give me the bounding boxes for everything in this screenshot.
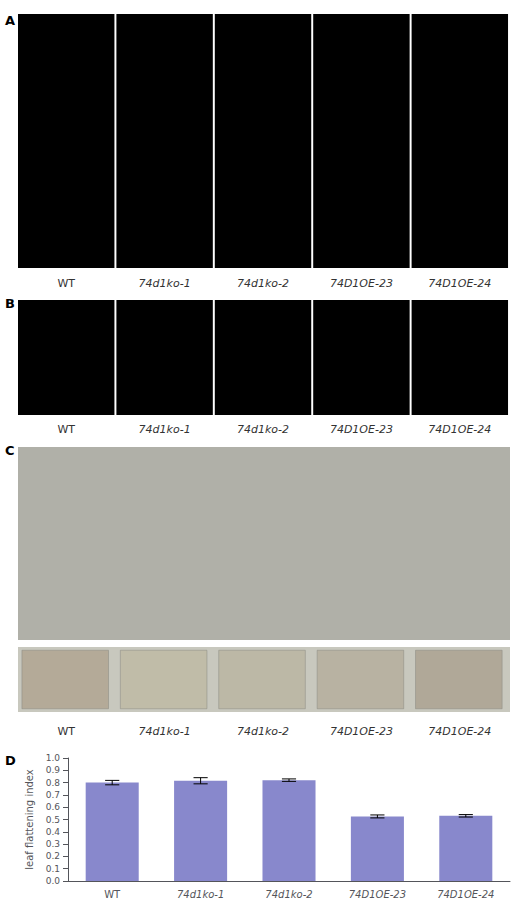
svg-text:74D1OE-23: 74D1OE-23 (349, 889, 406, 900)
svg-text:74d1ko-1: 74d1ko-1 (139, 277, 191, 290)
svg-text:0.1: 0.1 (46, 864, 60, 874)
svg-text:WT: WT (57, 277, 75, 290)
svg-text:B: B (5, 296, 15, 311)
svg-text:WT: WT (57, 423, 75, 436)
svg-text:0.6: 0.6 (46, 802, 61, 812)
svg-text:74D1OE-23: 74D1OE-23 (330, 277, 393, 290)
svg-text:74D1OE-24: 74D1OE-24 (428, 277, 491, 290)
svg-text:0.5: 0.5 (46, 815, 60, 825)
svg-text:74d1ko-1: 74d1ko-1 (177, 889, 224, 900)
svg-text:C: C (5, 443, 15, 458)
svg-text:0.9: 0.9 (46, 765, 61, 775)
svg-text:74d1ko-2: 74d1ko-2 (237, 423, 289, 436)
svg-text:leaf flattening index: leaf flattening index (24, 769, 35, 870)
svg-text:74D1OE-24: 74D1OE-24 (437, 889, 494, 900)
svg-text:74d1ko-1: 74d1ko-1 (139, 423, 191, 436)
svg-text:WT: WT (57, 725, 75, 738)
svg-text:0.7: 0.7 (46, 790, 60, 800)
svg-text:WT: WT (104, 889, 121, 900)
svg-text:0.2: 0.2 (46, 851, 60, 861)
svg-text:74D1OE-23: 74D1OE-23 (330, 725, 393, 738)
svg-text:74D1OE-24: 74D1OE-24 (428, 725, 491, 738)
svg-text:0.3: 0.3 (46, 839, 60, 849)
svg-text:1.0: 1.0 (46, 753, 61, 763)
svg-text:D: D (5, 753, 16, 768)
svg-text:74d1ko-2: 74d1ko-2 (265, 889, 312, 900)
svg-text:74d1ko-2: 74d1ko-2 (237, 277, 289, 290)
svg-text:0.0: 0.0 (46, 876, 61, 886)
svg-text:74d1ko-1: 74d1ko-1 (139, 725, 191, 738)
svg-text:74D1OE-23: 74D1OE-23 (330, 423, 393, 436)
svg-text:74d1ko-2: 74d1ko-2 (237, 725, 289, 738)
svg-text:0.4: 0.4 (46, 827, 61, 837)
svg-text:74D1OE-24: 74D1OE-24 (428, 423, 491, 436)
svg-text:0.8: 0.8 (46, 778, 61, 788)
svg-text:A: A (5, 13, 15, 28)
